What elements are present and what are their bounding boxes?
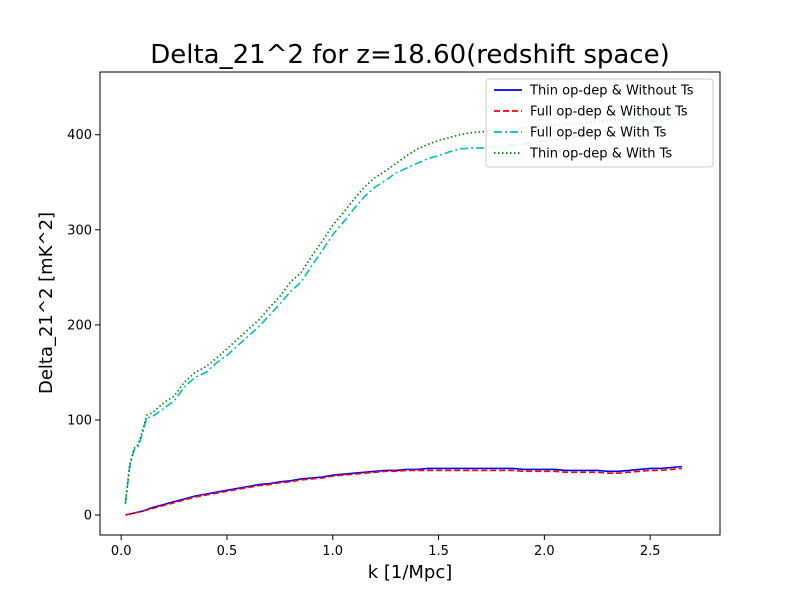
legend-label: Thin op-dep & Without Ts <box>529 84 694 99</box>
legend-label: Full op-dep & Without Ts <box>530 105 688 120</box>
x-tick-label: 0.0 <box>111 544 132 559</box>
series-layer <box>124 113 683 516</box>
plot-frame <box>99 71 721 536</box>
x-tick-label: 0.5 <box>217 544 238 559</box>
x-tick-label: 2.5 <box>640 544 661 559</box>
legend-label: Full op-dep & With Ts <box>530 126 667 141</box>
y-axis-label: Delta_21^2 [mK^2] <box>36 212 57 394</box>
y-tick-label: 100 <box>67 413 92 428</box>
y-tick-label: 0 <box>84 509 92 524</box>
x-tick-label: 1.0 <box>322 544 343 559</box>
x-tick-label: 1.5 <box>428 544 449 559</box>
series-line-2 <box>125 467 682 516</box>
chart-title: Delta_21^2 for z=18.60(redshift space) <box>150 40 670 70</box>
y-tick-label: 400 <box>67 128 92 143</box>
series-line-4 <box>124 113 682 504</box>
y-tick-label: 300 <box>67 223 92 238</box>
x-tick-label: 2.0 <box>534 544 555 559</box>
y-axis-ticks: 0 100 200 300 400 <box>67 128 100 524</box>
y-tick-label: 200 <box>67 318 92 333</box>
legend-label: Thin op-dep & With Ts <box>529 147 672 162</box>
x-axis-ticks: 0.0 0.5 1.0 1.5 2.0 2.5 <box>111 535 661 559</box>
legend: Thin op-dep & Without Ts Full op-dep & Wi… <box>485 78 714 168</box>
series-line-3 <box>124 114 683 504</box>
legend-box <box>485 78 714 168</box>
x-axis-label: k [1/Mpc] <box>368 562 453 583</box>
series-line-1 <box>125 465 682 516</box>
